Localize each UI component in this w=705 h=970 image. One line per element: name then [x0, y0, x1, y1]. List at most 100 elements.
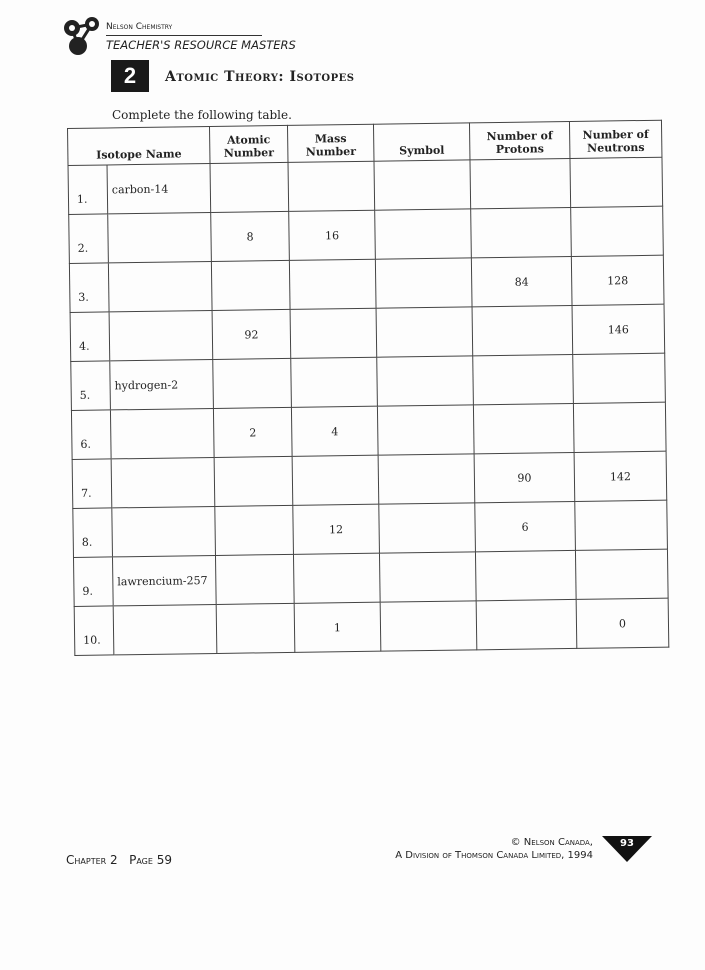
table-row: 1. carbon-14: [68, 157, 663, 215]
protons-cell[interactable]: [472, 305, 573, 356]
symbol-cell[interactable]: [376, 355, 474, 407]
series-subtitle: TEACHER'S RESOURCE MASTERS: [106, 38, 296, 52]
row-number: 4.: [70, 311, 110, 362]
symbol-cell[interactable]: [376, 306, 473, 358]
mass-number-cell[interactable]: [293, 553, 381, 604]
copyright: © Nelson Canada, A Division of Thomson C…: [395, 836, 593, 862]
row-number: 2.: [68, 213, 109, 264]
isotope-name-cell: [107, 212, 212, 263]
instructions: Complete the following table.: [112, 108, 292, 122]
symbol-cell[interactable]: [378, 453, 475, 505]
table-row: 10. 1 0: [74, 598, 669, 656]
column-header: Number of Protons: [469, 121, 570, 160]
protons-cell[interactable]: [470, 207, 572, 258]
protons-cell[interactable]: 6: [474, 501, 576, 552]
isotope-name-cell: [111, 506, 216, 557]
table-row: 4. 92 146: [70, 304, 665, 362]
atomic-number-cell[interactable]: [211, 260, 291, 311]
mass-number-cell[interactable]: 1: [294, 602, 381, 653]
protons-cell[interactable]: [476, 599, 577, 650]
row-number: 6.: [71, 409, 112, 460]
symbol-cell[interactable]: [375, 257, 473, 309]
nelson-logo-icon: [64, 17, 99, 55]
table-row: 5. hydrogen-2: [70, 353, 666, 411]
atomic-number-cell[interactable]: [214, 456, 293, 507]
table-row: 8. 12 6: [72, 500, 668, 558]
neutrons-cell[interactable]: [569, 157, 663, 208]
mass-number-cell[interactable]: 16: [288, 210, 376, 261]
page-number: 93: [620, 838, 634, 849]
atomic-number-cell[interactable]: [215, 554, 295, 605]
header-rule: [106, 35, 262, 36]
row-number: 10.: [74, 605, 114, 656]
row-number: 7.: [72, 458, 112, 509]
atomic-number-cell[interactable]: 92: [212, 309, 291, 360]
protons-cell[interactable]: [473, 403, 575, 454]
neutrons-cell[interactable]: 128: [571, 255, 665, 306]
neutrons-cell[interactable]: 142: [574, 451, 667, 502]
neutrons-cell[interactable]: [570, 206, 664, 257]
chapter-page-label: Chapter 2 Page 59: [66, 853, 172, 867]
row-number: 1.: [68, 164, 108, 215]
column-header: Number of Neutrons: [569, 120, 662, 159]
atomic-number-cell[interactable]: [216, 603, 295, 654]
row-number: 3.: [69, 262, 110, 313]
isotope-name-cell: [110, 408, 215, 459]
series-name: Nelson Chemistry: [106, 22, 173, 32]
column-header: Atomic Number: [209, 125, 289, 164]
table-row: 2. 8 16: [68, 206, 664, 264]
symbol-cell[interactable]: [378, 502, 476, 554]
neutrons-cell[interactable]: 146: [572, 304, 665, 355]
isotope-name-cell: carbon-14: [107, 163, 211, 214]
table-row: 6. 2 4: [71, 402, 667, 460]
neutrons-cell[interactable]: [575, 549, 669, 600]
isotope-name-cell: hydrogen-2: [109, 359, 214, 410]
symbol-cell[interactable]: [373, 159, 471, 211]
isotope-table: Isotope Name Atomic Number Mass Number S…: [67, 120, 669, 656]
atomic-number-cell[interactable]: [210, 162, 289, 213]
mass-number-cell[interactable]: [290, 357, 378, 408]
row-number: 9.: [73, 556, 114, 607]
isotope-name-cell: [113, 604, 217, 655]
protons-cell[interactable]: 84: [471, 256, 573, 307]
symbol-cell[interactable]: [374, 208, 472, 260]
mass-number-cell[interactable]: [288, 161, 375, 212]
mass-number-cell[interactable]: 4: [291, 406, 379, 457]
row-number: 5.: [70, 360, 111, 411]
table-row: 7. 90 142: [72, 451, 667, 509]
mass-number-cell[interactable]: [289, 259, 377, 310]
table-row: 9. lawrencium-257: [73, 549, 669, 607]
mass-number-cell[interactable]: [290, 308, 377, 359]
atomic-number-cell[interactable]: [214, 505, 294, 556]
protons-cell[interactable]: [472, 354, 574, 405]
mass-number-cell[interactable]: 12: [292, 504, 380, 555]
protons-cell[interactable]: 90: [474, 452, 575, 503]
atomic-number-cell[interactable]: 2: [213, 407, 293, 458]
atomic-number-cell[interactable]: 8: [210, 211, 290, 262]
neutrons-cell[interactable]: [572, 353, 666, 404]
protons-cell[interactable]: [475, 550, 577, 601]
neutrons-cell[interactable]: 0: [576, 598, 669, 649]
column-header: Mass Number: [287, 124, 374, 163]
page-number-badge: [602, 836, 652, 862]
copyright-line: © Nelson Canada,: [510, 837, 593, 848]
column-header: Isotope Name: [67, 126, 211, 166]
neutrons-cell[interactable]: [573, 402, 667, 453]
symbol-cell[interactable]: [377, 404, 475, 456]
copyright-line: A Division of Thomson Canada Limited, 19…: [395, 850, 593, 861]
isotope-name-cell: [111, 457, 215, 508]
symbol-cell[interactable]: [379, 551, 477, 603]
isotope-name-cell: lawrencium-257: [112, 555, 217, 606]
neutrons-cell[interactable]: [574, 500, 668, 551]
protons-cell[interactable]: [469, 158, 571, 209]
column-header: Symbol: [373, 122, 470, 162]
isotope-name-cell: [108, 261, 213, 312]
symbol-cell[interactable]: [380, 600, 477, 652]
isotope-name-cell: [109, 310, 213, 361]
atomic-number-cell[interactable]: [212, 358, 292, 409]
row-number: 8.: [72, 507, 113, 558]
mass-number-cell[interactable]: [292, 455, 379, 506]
chapter-number-box: 2: [111, 60, 149, 92]
page-title: Atomic Theory: Isotopes: [165, 69, 355, 85]
